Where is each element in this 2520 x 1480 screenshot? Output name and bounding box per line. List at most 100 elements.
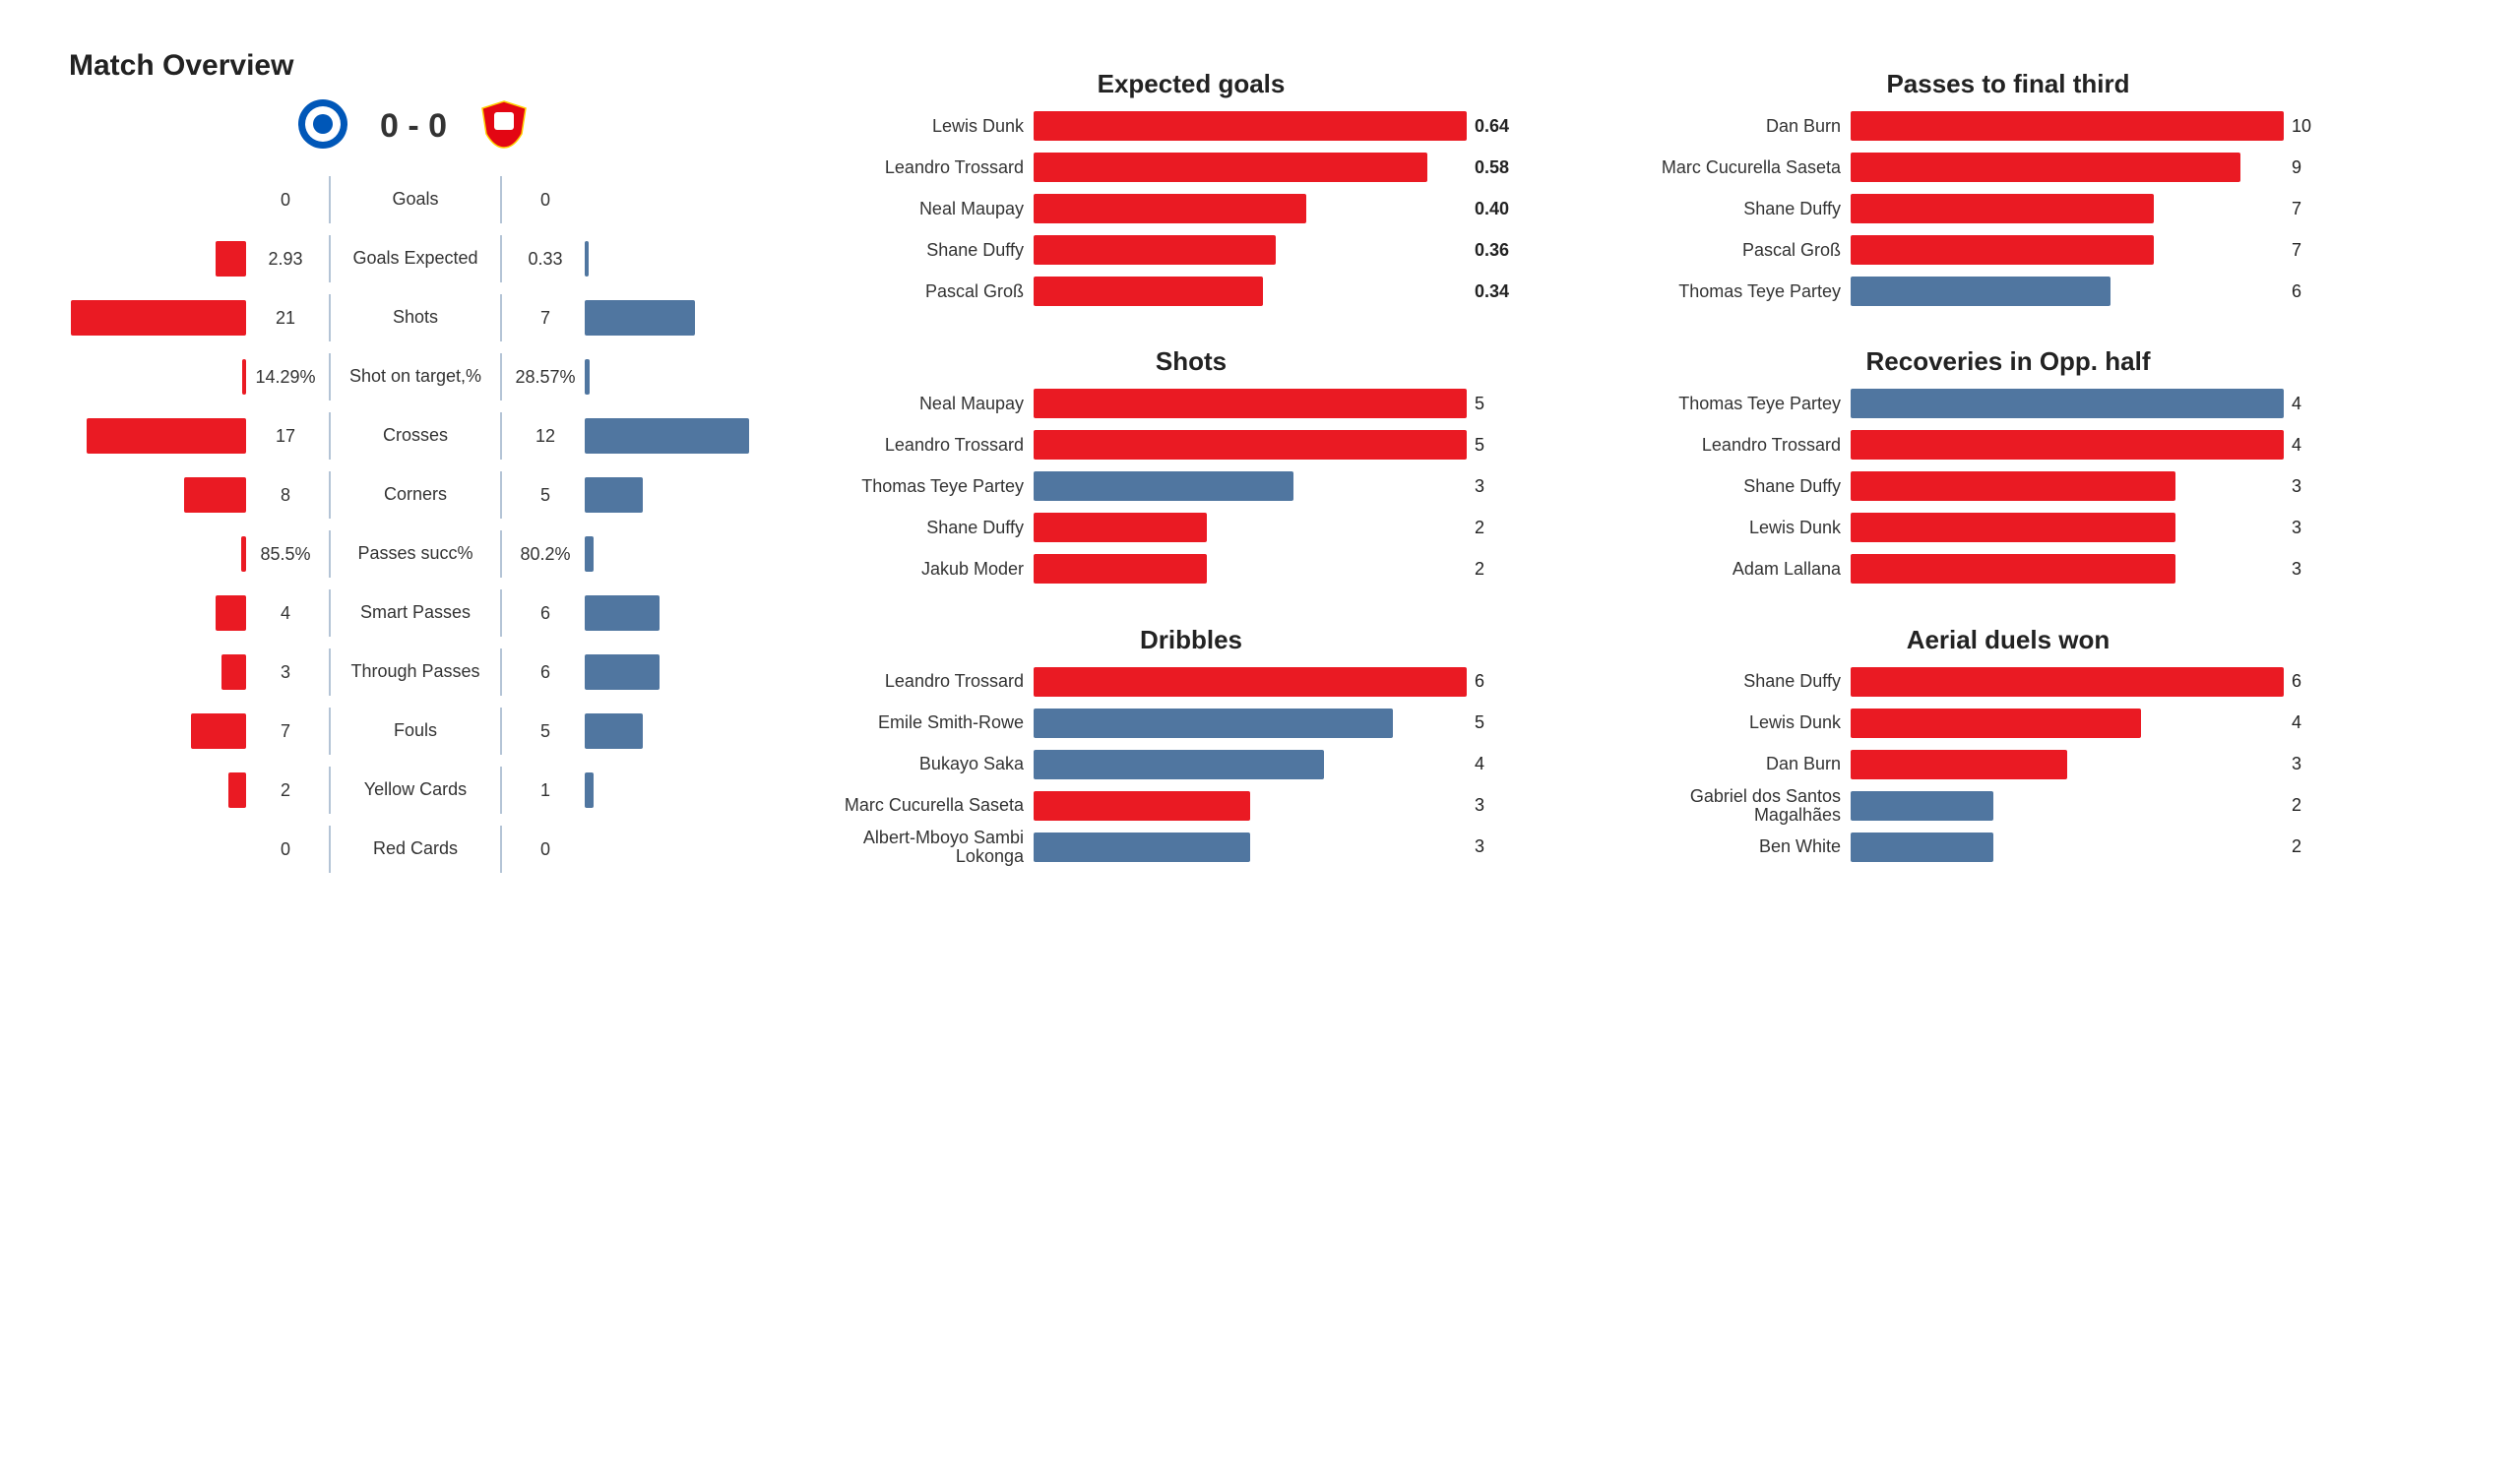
player-bar (1034, 554, 1207, 584)
player-name: Marc Cucurella Saseta (817, 796, 1034, 815)
home-value: 14.29% (246, 367, 325, 388)
home-value: 2 (246, 780, 325, 801)
stat-label: Yellow Cards (331, 779, 500, 801)
player-value: 7 (2284, 240, 2351, 261)
player-value: 3 (2284, 559, 2351, 580)
player-row: Marc Cucurella Saseta 3 (817, 789, 1565, 823)
player-bar (1034, 430, 1467, 460)
player-name: Shane Duffy (817, 241, 1034, 260)
player-bar (1851, 791, 1993, 821)
player-row: Neal Maupay 0.40 (817, 192, 1565, 225)
player-row: Shane Duffy 6 (1634, 665, 2382, 699)
player-value: 5 (1467, 712, 1534, 733)
home-bar (216, 595, 246, 631)
player-row: Dan Burn 10 (1634, 109, 2382, 143)
player-value: 3 (2284, 518, 2351, 538)
player-value: 3 (2284, 476, 2351, 497)
stat-label: Smart Passes (331, 602, 500, 624)
home-bar (71, 300, 246, 336)
home-value: 2.93 (246, 249, 325, 270)
home-value: 85.5% (246, 544, 325, 565)
away-value: 80.2% (506, 544, 585, 565)
score-text: 0 - 0 (380, 107, 447, 146)
player-bar (1034, 471, 1293, 501)
player-bar (1034, 389, 1467, 418)
player-row: Thomas Teye Partey 4 (1634, 387, 2382, 420)
player-name: Thomas Teye Partey (1634, 395, 1851, 413)
player-value: 3 (1467, 836, 1534, 857)
away-value: 28.57% (506, 367, 585, 388)
divider (500, 708, 502, 755)
stat-label: Passes succ% (331, 543, 500, 565)
player-value: 0.64 (1467, 116, 1534, 137)
player-row: Ben White 2 (1634, 831, 2382, 864)
player-value: 2 (2284, 795, 2351, 816)
player-row: Pascal Groß 0.34 (817, 275, 1565, 308)
home-value: 0 (246, 839, 325, 860)
divider (500, 471, 502, 519)
player-value: 2 (1467, 559, 1534, 580)
stat-row-fouls: 7 Fouls 5 (69, 708, 758, 755)
player-bar (1034, 832, 1250, 862)
player-bar (1851, 111, 2284, 141)
player-row: Jakub Moder 2 (817, 552, 1565, 586)
away-value: 12 (506, 426, 585, 447)
match-overview-panel: Match Overview 0 - 0 0 Goals 0 2.93 Goal… (69, 49, 758, 873)
player-bar (1851, 750, 2067, 779)
away-bar (585, 418, 749, 454)
away-value: 0 (506, 839, 585, 860)
player-name: Lewis Dunk (1634, 519, 1851, 537)
player-bar (1851, 832, 1993, 862)
stat-label: Shot on target,% (331, 366, 500, 388)
player-name: Neal Maupay (817, 200, 1034, 218)
away-value: 1 (506, 780, 585, 801)
away-bar (585, 595, 660, 631)
player-row: Leandro Trossard 0.58 (817, 151, 1565, 184)
stat-row-smart: 4 Smart Passes 6 (69, 589, 758, 637)
player-bar (1851, 277, 2110, 306)
player-name: Thomas Teye Partey (1634, 282, 1851, 301)
divider (500, 826, 502, 873)
away-value: 0.33 (506, 249, 585, 270)
stat-row-yellow: 2 Yellow Cards 1 (69, 767, 758, 814)
scoreline: 0 - 0 (69, 98, 758, 154)
chart-title: Passes to final third (1634, 69, 2382, 99)
stat-row-goals: 0 Goals 0 (69, 176, 758, 223)
player-name: Shane Duffy (1634, 477, 1851, 496)
player-bar (1034, 277, 1263, 306)
stat-row-red: 0 Red Cards 0 (69, 826, 758, 873)
home-bar (228, 772, 246, 808)
player-value: 4 (2284, 435, 2351, 456)
stat-label: Corners (331, 484, 500, 506)
player-name: Marc Cucurella Saseta (1634, 158, 1851, 177)
away-value: 5 (506, 721, 585, 742)
home-value: 8 (246, 485, 325, 506)
player-row: Dan Burn 3 (1634, 748, 2382, 781)
divider (500, 176, 502, 223)
player-name: Dan Burn (1634, 755, 1851, 773)
away-badge-icon (478, 98, 530, 154)
player-row: Leandro Trossard 5 (817, 428, 1565, 462)
player-bar (1851, 153, 2240, 182)
stat-row-xg: 2.93 Goals Expected 0.33 (69, 235, 758, 282)
player-name: Emile Smith-Rowe (817, 713, 1034, 732)
player-value: 0.36 (1467, 240, 1534, 261)
player-name: Pascal Groß (817, 282, 1034, 301)
player-bar (1034, 513, 1207, 542)
stat-row-crosses: 17 Crosses 12 (69, 412, 758, 460)
chart-4: Dribbles Leandro Trossard 6 Emile Smith-… (817, 625, 1565, 873)
player-bar (1034, 791, 1250, 821)
home-value: 17 (246, 426, 325, 447)
player-name: Ben White (1634, 837, 1851, 856)
away-bar (585, 241, 589, 277)
player-bar (1851, 194, 2154, 223)
home-value: 4 (246, 603, 325, 624)
player-name: Shane Duffy (817, 519, 1034, 537)
away-bar (585, 713, 643, 749)
player-row: Leandro Trossard 4 (1634, 428, 2382, 462)
stat-label: Shots (331, 307, 500, 329)
player-value: 4 (2284, 712, 2351, 733)
away-bar (585, 536, 594, 572)
stat-row-shots: 21 Shots 7 (69, 294, 758, 341)
stat-label: Goals Expected (331, 248, 500, 270)
